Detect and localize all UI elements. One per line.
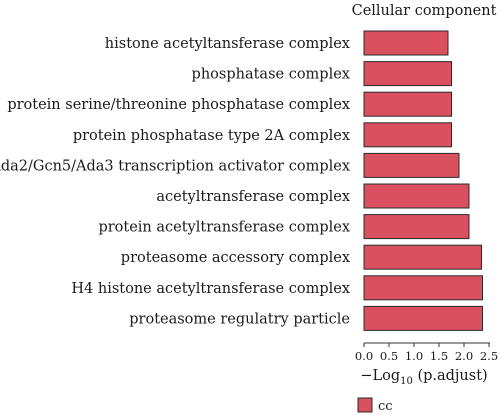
bar-9 bbox=[363, 305, 483, 331]
bar-0 bbox=[363, 30, 449, 56]
bar-3 bbox=[363, 122, 452, 148]
x-axis-label-main: −Log bbox=[360, 368, 400, 384]
bar-7 bbox=[363, 244, 482, 270]
chart-title: Cellular component bbox=[352, 3, 497, 19]
x-axis-label-subscript: 10 bbox=[400, 376, 413, 387]
bar-8 bbox=[363, 275, 483, 301]
category-label-6: protein acetyltransferase complex bbox=[98, 220, 350, 236]
bar-1 bbox=[363, 61, 452, 87]
legend-label: cc bbox=[378, 399, 393, 414]
category-label-9: proteasome regulatry particle bbox=[129, 311, 350, 327]
category-label-7: proteasome accessory complex bbox=[121, 250, 350, 266]
category-label-8: H4 histone acetyltransferase complex bbox=[71, 281, 350, 297]
category-label-0: histone acetyltansferase complex bbox=[105, 36, 350, 52]
bar-5 bbox=[363, 183, 470, 209]
x-tick-label-0: 0.0 bbox=[355, 349, 373, 363]
x-axis-ticks: 0.0 0.5 1.0 1.5 2.0 2.5 bbox=[355, 343, 498, 363]
legend-swatch bbox=[357, 397, 373, 413]
category-label-2: protein serine/threonine phosphatase com… bbox=[7, 97, 350, 113]
bars-group bbox=[363, 30, 483, 331]
x-tick-label-1: 0.5 bbox=[380, 349, 398, 363]
x-tick-label-4: 2.0 bbox=[455, 349, 473, 363]
x-tick-label-3: 1.5 bbox=[430, 349, 448, 363]
bar-4 bbox=[363, 152, 460, 178]
x-tick-label-2: 1.0 bbox=[405, 349, 423, 363]
category-label-1: phosphatase complex bbox=[192, 67, 350, 83]
x-axis-label-tail: (p.adjust) bbox=[413, 368, 488, 384]
bar-2 bbox=[363, 91, 452, 117]
legend: cc bbox=[357, 397, 393, 414]
x-axis-label: −Log10 (p.adjust) bbox=[360, 368, 487, 387]
category-label-5: acetyltransferase complex bbox=[156, 189, 350, 205]
x-tick-label-5: 2.5 bbox=[480, 349, 498, 363]
category-label-4: Ada2/Gcn5/Ada3 transcription activator c… bbox=[0, 158, 350, 174]
bar-6 bbox=[363, 214, 470, 240]
category-label-3: protein phosphatase type 2A complex bbox=[73, 128, 350, 144]
category-labels: histone acetyltansferase complex phosphat… bbox=[0, 36, 350, 327]
